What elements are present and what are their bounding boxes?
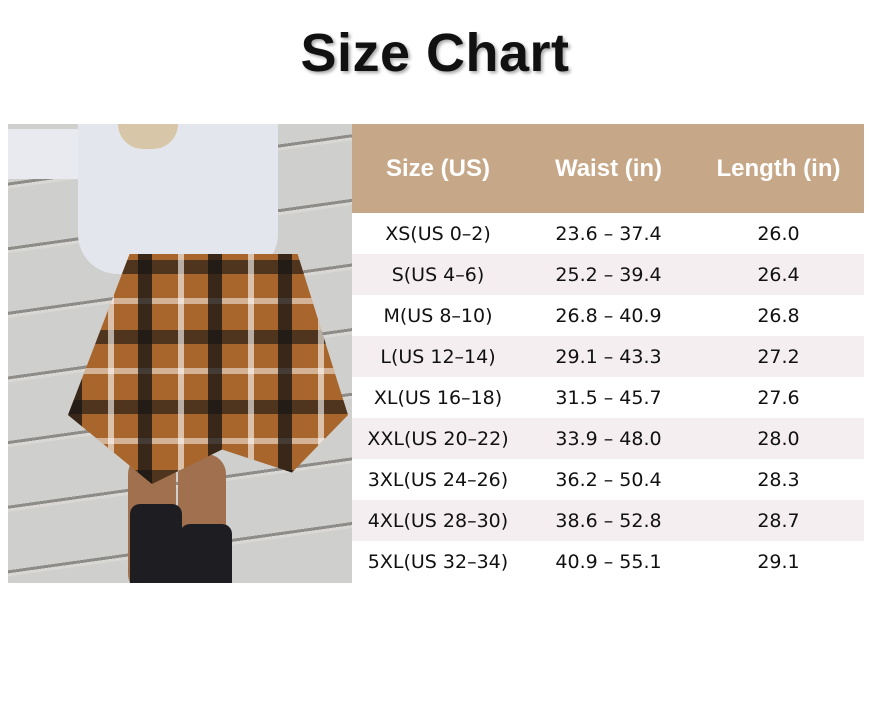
- table-row: XL(US 16–18) 31.5 – 45.7 27.6: [352, 377, 864, 418]
- cell-size: XS(US 0–2): [385, 222, 491, 245]
- cell-length: 27.6: [757, 386, 800, 409]
- cell-size: 4XL(US 28–30): [352, 500, 524, 541]
- page-title: Size Chart: [300, 23, 570, 83]
- cell-length: 26.4: [693, 254, 864, 295]
- cell-size: 3XL(US 24–26): [367, 468, 509, 491]
- cell-length: 28.7: [693, 500, 864, 541]
- cell-waist: 25.2 – 39.4: [524, 254, 693, 295]
- cell-size: XL(US 16–18): [373, 386, 503, 409]
- cell-waist: 26.8 – 40.9: [555, 304, 662, 327]
- table-row: 3XL(US 24–26) 36.2 – 50.4 28.3: [352, 459, 864, 500]
- cell-length: 28.0: [693, 418, 864, 459]
- photo-top: [78, 124, 278, 274]
- table-row: S(US 4–6) 25.2 – 39.4 26.4: [352, 254, 864, 295]
- cell-waist: 31.5 – 45.7: [555, 386, 662, 409]
- cell-size: XXL(US 20–22): [352, 418, 524, 459]
- cell-size: M(US 8–10): [383, 304, 493, 327]
- table-row: L(US 12–14) 29.1 – 43.3 27.2: [352, 336, 864, 377]
- cell-length: 26.0: [757, 222, 800, 245]
- table-row: XS(US 0–2) 23.6 – 37.4 26.0: [352, 213, 864, 254]
- cell-length: 28.3: [757, 468, 800, 491]
- cell-length: 27.2: [693, 336, 864, 377]
- cell-waist: 23.6 – 37.4: [555, 222, 662, 245]
- cell-waist: 33.9 – 48.0: [524, 418, 693, 459]
- table-row: M(US 8–10) 26.8 – 40.9 26.8: [352, 295, 864, 336]
- size-table: Size (US) Waist (in) Length (in) XS(US 0…: [352, 124, 864, 582]
- header-size: Size (US): [352, 124, 524, 213]
- photo-boot: [180, 524, 232, 583]
- cell-waist: 40.9 – 55.1: [555, 550, 662, 573]
- cell-waist: 36.2 – 50.4: [555, 468, 662, 491]
- header-length: Length (in): [693, 124, 864, 213]
- table-header-row: Size (US) Waist (in) Length (in): [352, 124, 864, 213]
- cell-size: 5XL(US 32–34): [367, 550, 509, 573]
- cell-size: S(US 4–6): [352, 254, 524, 295]
- product-photo: [8, 124, 352, 583]
- photo-boot: [130, 504, 182, 583]
- cell-size: L(US 12–14): [352, 336, 524, 377]
- cell-length: 26.8: [757, 304, 800, 327]
- photo-plaid-skirt: [68, 254, 348, 484]
- table-row: 5XL(US 32–34) 40.9 – 55.1 29.1: [352, 541, 864, 582]
- header-waist: Waist (in): [524, 124, 693, 213]
- cell-waist: 29.1 – 43.3: [524, 336, 693, 377]
- table-row: XXL(US 20–22) 33.9 – 48.0 28.0: [352, 418, 864, 459]
- cell-length: 29.1: [757, 550, 800, 573]
- table-row: 4XL(US 28–30) 38.6 – 52.8 28.7: [352, 500, 864, 541]
- cell-waist: 38.6 – 52.8: [524, 500, 693, 541]
